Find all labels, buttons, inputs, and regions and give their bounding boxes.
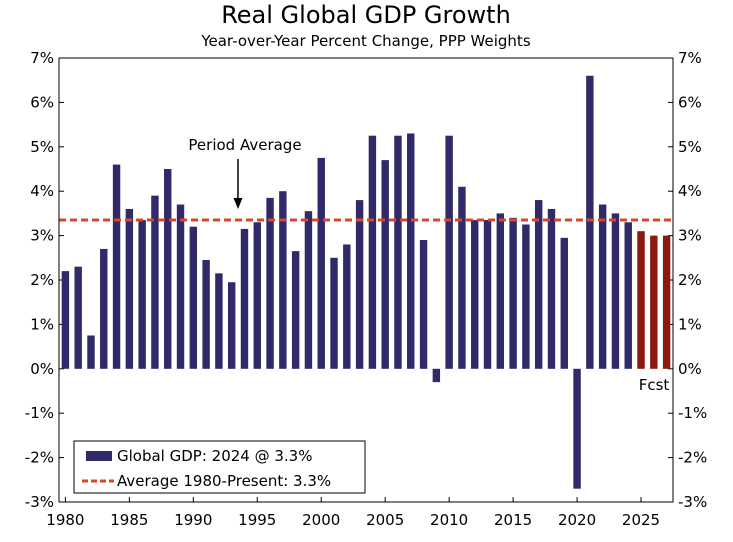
y-tick-label-left: 0% xyxy=(30,360,54,378)
bar xyxy=(215,273,223,369)
bar-forecast xyxy=(662,235,671,369)
legend-box xyxy=(73,440,366,494)
bar xyxy=(176,204,185,369)
plot-frame xyxy=(58,57,674,503)
y-tick-label-left: 1% xyxy=(30,315,54,333)
y-tick-label-left: -1% xyxy=(25,404,54,422)
bar xyxy=(291,251,300,369)
bar xyxy=(381,160,389,369)
bar xyxy=(343,244,351,369)
bar xyxy=(355,200,364,369)
y-tick-label-right: 0% xyxy=(678,360,702,378)
bar xyxy=(125,208,134,369)
bar xyxy=(624,222,632,369)
y-tick-label-left: 5% xyxy=(30,138,54,156)
bar xyxy=(279,191,287,369)
legend-bar-swatch xyxy=(86,451,112,461)
bar xyxy=(407,133,415,369)
bar xyxy=(138,220,146,369)
bar xyxy=(471,220,479,369)
bar xyxy=(100,248,108,369)
bar xyxy=(419,240,428,369)
legend-line-label: Average 1980-Present: 3.3% xyxy=(117,472,331,490)
bar xyxy=(61,271,70,369)
x-tick-label: 1995 xyxy=(238,511,276,529)
period-average-arrow-head xyxy=(233,198,243,209)
bar xyxy=(445,135,453,369)
period-average-annotation: Period Average xyxy=(188,136,301,154)
bar xyxy=(483,220,492,369)
x-tick-label: 2005 xyxy=(366,511,404,529)
bar xyxy=(304,211,313,369)
y-tick-label-left: 3% xyxy=(30,227,54,245)
y-tick-label-left: 4% xyxy=(30,182,54,200)
bar xyxy=(151,195,159,369)
y-tick-label-left: 2% xyxy=(30,271,54,289)
legend: Global GDP: 2024 @ 3.3% Average 1980-Pre… xyxy=(73,440,366,494)
forecast-label: Fcst xyxy=(639,376,670,394)
y-tick-label-left: 6% xyxy=(30,93,54,111)
x-tick-label: 1980 xyxy=(46,511,84,529)
bar xyxy=(317,157,325,369)
bar xyxy=(164,169,172,369)
y-tick-label-left: -2% xyxy=(25,449,54,467)
bar xyxy=(586,75,594,369)
bar xyxy=(522,224,530,369)
y-tick-label-right: 3% xyxy=(678,227,702,245)
x-tick-label: 1985 xyxy=(110,511,148,529)
chart-title: Real Global GDP Growth xyxy=(221,1,511,29)
bars xyxy=(61,75,671,489)
y-tick-label-right: -2% xyxy=(678,449,707,467)
bar xyxy=(266,197,274,369)
bar xyxy=(611,213,620,369)
bar xyxy=(534,200,543,369)
chart-subtitle: Year-over-Year Percent Change, PPP Weigh… xyxy=(200,32,530,50)
x-tick-label: 2015 xyxy=(494,511,532,529)
bar xyxy=(253,222,261,369)
bar-forecast xyxy=(637,231,645,369)
bar xyxy=(330,257,338,369)
bar xyxy=(74,266,82,369)
x-tick-label: 2020 xyxy=(558,511,596,529)
x-tick-label: 1990 xyxy=(174,511,212,529)
y-tick-label-right: 1% xyxy=(678,315,702,333)
bar xyxy=(227,282,236,369)
x-tick-label: 2025 xyxy=(622,511,660,529)
y-tick-label-right: 6% xyxy=(678,93,702,111)
bar xyxy=(240,228,249,369)
y-tick-label-right: 4% xyxy=(678,182,702,200)
bar xyxy=(509,217,517,369)
bar xyxy=(496,213,505,369)
bar xyxy=(112,164,121,369)
bar xyxy=(458,186,466,369)
bar xyxy=(189,226,198,369)
y-tick-label-right: -3% xyxy=(678,493,707,511)
y-axis-right: -3% -2% -1% 0% 1% 2% 3% 4% 5% 6% 7% xyxy=(668,49,707,511)
bar xyxy=(547,208,556,369)
y-tick-label-right: -1% xyxy=(678,404,707,422)
y-tick-label-left: 7% xyxy=(30,49,54,67)
x-tick-label: 2010 xyxy=(430,511,468,529)
legend-bar-label: Global GDP: 2024 @ 3.3% xyxy=(117,447,312,465)
bar xyxy=(202,260,210,369)
bar xyxy=(598,204,607,369)
y-axis-left: -3% -2% -1% 0% 1% 2% 3% 4% 5% 6% 7% xyxy=(25,49,64,511)
bar xyxy=(573,368,581,489)
bar xyxy=(394,135,402,369)
bar xyxy=(87,335,95,369)
y-tick-label-right: 7% xyxy=(678,49,702,67)
x-axis: 1980 1985 1990 1995 2000 2005 2010 2015 2020 2025 xyxy=(46,497,660,529)
bar xyxy=(368,135,377,369)
y-tick-label-right: 5% xyxy=(678,138,702,156)
x-tick-label: 2000 xyxy=(302,511,340,529)
bar xyxy=(432,368,441,383)
bar-forecast xyxy=(650,235,658,369)
bar xyxy=(560,237,568,369)
y-tick-label-left: -3% xyxy=(25,493,54,511)
y-tick-label-right: 2% xyxy=(678,271,702,289)
